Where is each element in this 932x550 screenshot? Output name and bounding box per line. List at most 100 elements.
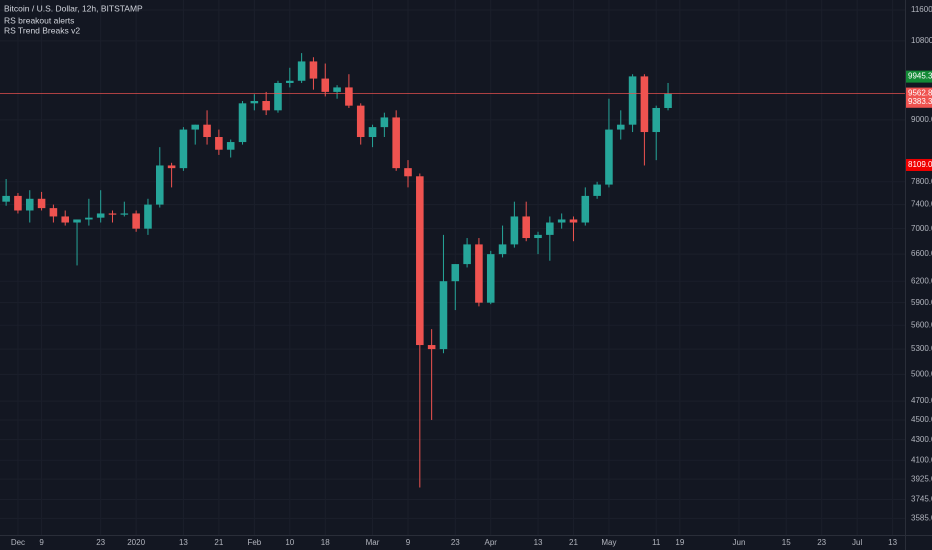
x-tick-label: 10 [285,538,294,547]
y-tick-label: 6200.00 [911,276,932,285]
price-tag [906,70,932,83]
candle-body [167,165,176,169]
candle-body [226,142,235,150]
y-tick-label: 9000.00 [911,115,932,124]
candle-body [427,345,436,350]
candle-body [616,124,625,130]
candle-body [345,87,353,106]
candle-body [593,184,601,196]
x-tick-label: Dec [11,538,25,547]
candle-body [557,219,566,223]
y-tick-label: 4500.00 [911,415,932,424]
y-tick-label: 3585.00 [911,513,932,522]
candle-body [368,127,377,138]
price-tag [906,158,932,171]
y-tick-label: 3925.00 [911,474,932,483]
candle-body [37,198,46,209]
candle-body [262,101,270,111]
candle-body [238,103,247,143]
x-tick-label: May [601,538,616,547]
price-tag-label: 9945.34 [908,72,932,81]
x-tick-label: 18 [321,538,330,547]
candle-body [439,281,448,350]
candle-body [2,195,10,202]
price-tag-label: 9383.31 [908,97,932,106]
x-tick-label: 23 [451,538,460,547]
chart-title: Bitcoin / U.S. Dollar, 12h, BITSTAMP [4,3,143,13]
candle-body [144,204,152,229]
candle-body [49,208,58,217]
y-tick-label: 3745.00 [911,495,932,504]
candle-body [14,195,22,211]
y-tick-label: 5300.00 [911,344,932,353]
y-tick-label: 5600.00 [911,320,932,329]
candle-body [203,124,211,138]
x-tick-label: 15 [782,538,791,547]
candle-body [120,213,129,215]
x-tick-label: 23 [817,538,826,547]
y-tick-label: 11600.00 [911,5,932,14]
candle-body [522,216,530,239]
candle-body [380,117,389,128]
candle-body [546,222,554,235]
y-tick-label: 4100.00 [911,455,932,464]
x-tick-label: 13 [534,538,543,547]
candle-body [309,61,318,79]
candle-body [486,254,495,303]
axes: 11600.00 10800.00 9000.00 7800.00 7400.00 700… [11,5,932,547]
plot [0,53,905,488]
candle-body [61,216,70,223]
y-tick-label: 7000.00 [911,224,932,233]
price-tag-label: 9562.80 [908,89,932,98]
candle-body [569,219,578,223]
x-tick-label: 23 [96,538,105,547]
candle-body [73,219,81,223]
x-tick-label: 13 [179,538,188,547]
price-tag [906,95,932,108]
candle-body [664,93,672,108]
y-tick-label: 5000.00 [911,369,932,378]
indicator-name: RS breakout alerts [4,15,74,25]
x-tick-label: Jun [733,538,746,547]
candle-body [25,198,34,211]
y-tick-label: 10800.00 [911,36,932,45]
candle-body [498,244,507,255]
candle-body [392,117,400,169]
candle-body [628,76,637,125]
candle-body [451,264,460,282]
x-tick-label: Feb [247,538,261,547]
x-tick-label: Mar [366,538,380,547]
candle-body [215,137,223,150]
y-tick-label: 5900.00 [911,298,932,307]
y-tick-label: 7800.00 [911,177,932,186]
x-tick-label: 21 [214,538,223,547]
candle-body [416,176,424,346]
candle-body [404,168,412,177]
x-tick-label: Apr [485,538,498,547]
x-tick-label: 2020 [127,538,145,547]
candle-body [155,165,164,205]
candle-body [179,129,188,169]
candle-body [333,87,341,92]
x-tick-label: 19 [675,538,684,547]
candle-body [85,217,93,220]
candle-body [534,234,542,239]
y-tick-label: 6600.00 [911,249,932,258]
y-tick-label: 4300.00 [911,435,932,444]
y-tick-label: 7400.00 [911,200,932,209]
candle-body [605,129,613,185]
candle-body [274,82,282,111]
candle-body [108,213,117,215]
candle-body [250,101,259,104]
candle-body [475,244,483,303]
x-tick-label: Jul [852,538,862,547]
x-tick-label: 9 [406,538,411,547]
candle-body [652,107,661,133]
x-tick-label: 21 [569,538,578,547]
candle-body [356,105,365,138]
candle-body [132,213,140,229]
x-tick-label: 9 [39,538,44,547]
